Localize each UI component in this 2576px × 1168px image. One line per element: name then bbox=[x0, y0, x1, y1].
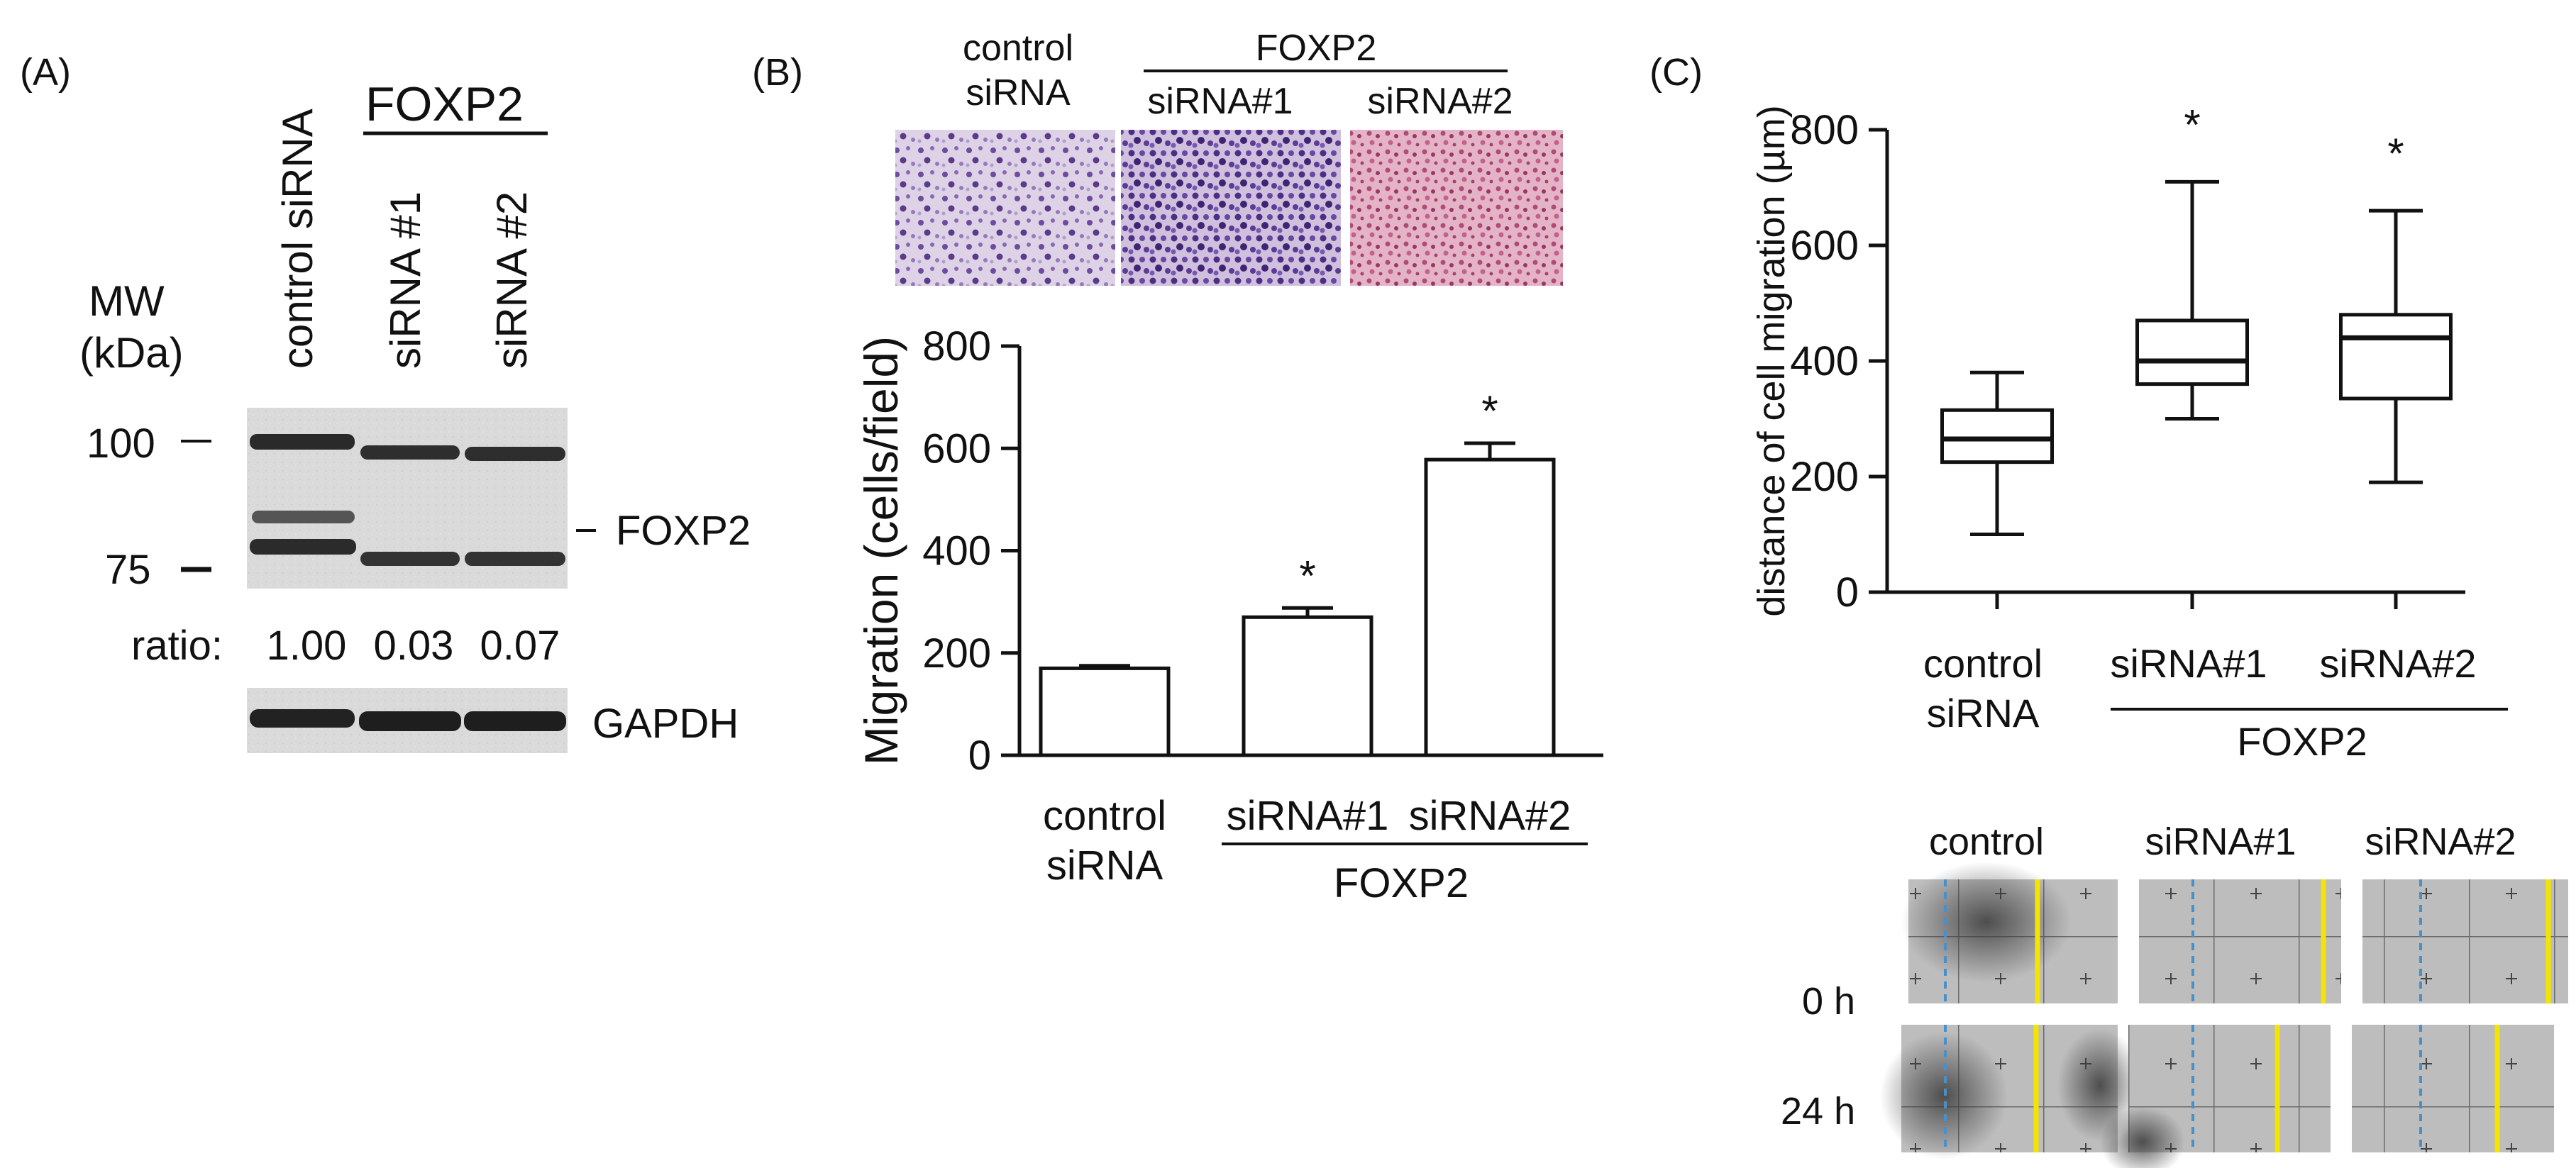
micro-header-control-2: siRNA bbox=[966, 72, 1071, 113]
significance-marker: * bbox=[2387, 130, 2404, 177]
scratch-image-sirna1-24h bbox=[2100, 1025, 2331, 1168]
x-group-label: FOXP2 bbox=[2237, 719, 2367, 764]
y-tick-label: 800 bbox=[922, 323, 991, 369]
x-label-sirna1: siRNA#1 bbox=[2111, 641, 2267, 686]
scratch-image-sirna1-0h bbox=[2139, 879, 2341, 1003]
y-tick-label: 0 bbox=[968, 733, 991, 779]
y-tick-label: 200 bbox=[1790, 454, 1859, 500]
ratio-control: 1.00 bbox=[267, 623, 347, 669]
scratch-image-sirna2-0h bbox=[2362, 879, 2568, 1003]
bar bbox=[1039, 666, 1171, 757]
y-tick-label: 400 bbox=[1790, 338, 1859, 384]
scratch-col-sirna2: siRNA#2 bbox=[2365, 821, 2516, 863]
lane-label-control: control siRNA bbox=[274, 109, 321, 369]
y-axis-label: distance of cell migration (µm) bbox=[1750, 105, 1793, 616]
micrograph-control bbox=[895, 130, 1115, 286]
significance-marker: * bbox=[1299, 552, 1315, 599]
scratch-col-sirna1: siRNA#1 bbox=[2145, 821, 2296, 863]
blot-band bbox=[250, 434, 355, 450]
scratch-row-0h: 0 h bbox=[1802, 980, 1855, 1023]
box bbox=[1940, 408, 2054, 465]
panel-b-label: (B) bbox=[752, 51, 803, 94]
panel-a: (A) FOXP2 control siRNA siRNA #1 siRNA #… bbox=[20, 51, 751, 753]
y-tick-label: 600 bbox=[922, 426, 991, 472]
blot-band bbox=[252, 511, 355, 523]
significance-marker: * bbox=[1481, 387, 1498, 435]
bar bbox=[1242, 615, 1373, 757]
ratio-label: ratio: bbox=[131, 623, 223, 669]
x-label-sirna2: siRNA#2 bbox=[1409, 793, 1571, 839]
scratch-row-24h: 24 h bbox=[1781, 1090, 1855, 1133]
panel-b: (B) control siRNA FOXP2 siRNA#1 siRNA#2 … bbox=[752, 28, 1603, 906]
x-group-label: FOXP2 bbox=[1334, 860, 1469, 906]
scratch-image-control-0h bbox=[1901, 862, 2118, 1003]
x-label-control: siRNA bbox=[1927, 691, 2040, 735]
ratio-sirna1: 0.03 bbox=[374, 623, 454, 669]
y-tick-label: 200 bbox=[922, 630, 991, 677]
gapdh-label: GAPDH bbox=[592, 701, 739, 747]
x-label-control: control bbox=[1923, 641, 2042, 686]
blot-band bbox=[250, 539, 356, 555]
y-tick-label: 600 bbox=[1790, 223, 1859, 269]
y-axis-label: Migration (cells/field) bbox=[855, 336, 907, 765]
lane-label-sirna1: siRNA #1 bbox=[382, 191, 429, 369]
scratch-image-sirna2-24h bbox=[2352, 1025, 2554, 1152]
foxp2-band-label: FOXP2 bbox=[616, 508, 751, 554]
x-label-sirna1: siRNA#1 bbox=[1227, 793, 1389, 839]
micro-header-control-1: control bbox=[963, 28, 1073, 69]
migration-bar-chart: 0 200 400 600 800 Migration (cells/field) * * co… bbox=[855, 323, 1603, 906]
scratch-col-control: control bbox=[1929, 821, 2044, 863]
box bbox=[2135, 318, 2249, 386]
blot-band bbox=[250, 709, 355, 728]
foxp2-group-label: FOXP2 bbox=[365, 77, 524, 131]
blot-band bbox=[465, 552, 565, 566]
blot-band bbox=[360, 552, 460, 566]
kda-label: (kDa) bbox=[79, 329, 184, 377]
mw-label: MW bbox=[89, 277, 165, 325]
micrograph-sirna2 bbox=[1350, 130, 1563, 286]
micro-header-sirna1: siRNA#1 bbox=[1147, 81, 1293, 122]
ratio-sirna2: 0.07 bbox=[480, 623, 560, 669]
blot-band bbox=[359, 711, 461, 731]
blot-band bbox=[360, 445, 460, 460]
blot-band bbox=[464, 711, 566, 731]
box bbox=[2339, 313, 2453, 401]
blot-band bbox=[465, 447, 565, 461]
marker-75: 75 bbox=[105, 547, 151, 593]
y-tick-label: 0 bbox=[1836, 569, 1859, 616]
micro-header-group: FOXP2 bbox=[1256, 28, 1377, 69]
x-label-sirna2: siRNA#2 bbox=[2320, 641, 2477, 686]
lane-label-sirna2: siRNA #2 bbox=[488, 191, 536, 369]
y-tick-label: 400 bbox=[922, 528, 991, 574]
y-tick-label: 800 bbox=[1790, 107, 1859, 153]
panel-a-label: (A) bbox=[20, 51, 71, 94]
x-label-control: siRNA bbox=[1046, 842, 1163, 889]
micrograph-sirna1 bbox=[1121, 130, 1341, 286]
marker-100: 100 bbox=[87, 421, 155, 467]
panel-c-label: (C) bbox=[1649, 51, 1703, 94]
significance-marker: * bbox=[2184, 101, 2200, 148]
bar bbox=[1424, 457, 1556, 757]
x-label-control: control bbox=[1043, 793, 1166, 839]
micro-header-sirna2: siRNA#2 bbox=[1367, 81, 1513, 122]
